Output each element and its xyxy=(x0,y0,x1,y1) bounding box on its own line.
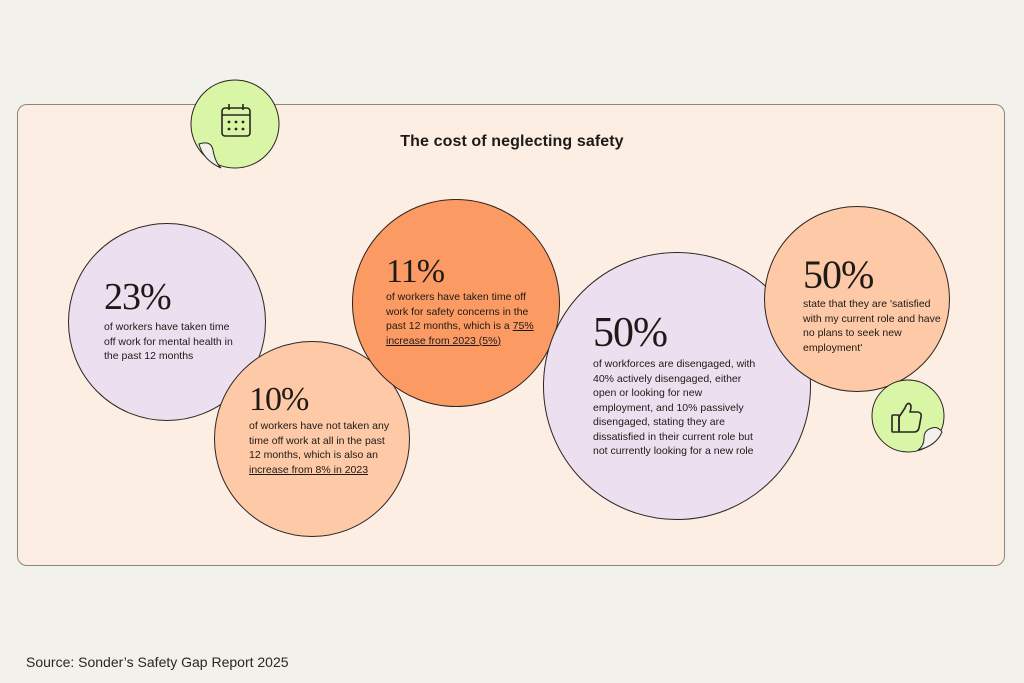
stat-value: 23% xyxy=(104,276,172,318)
stat-link[interactable]: 75% increase from 2023 (5%) xyxy=(386,320,534,347)
thumbs-up-icon xyxy=(871,379,945,453)
stat-value: 10% xyxy=(249,381,309,418)
stat-circle-11 xyxy=(352,199,560,407)
stat-value: 50% xyxy=(593,310,668,356)
stat-description: of workers have taken time off work for … xyxy=(386,291,534,347)
stat-circle-10 xyxy=(214,341,410,537)
stat-value: 11% xyxy=(386,253,445,290)
stat-description: of workers have not taken any time off w… xyxy=(249,420,390,476)
stat-circle-50-satisfied xyxy=(764,206,950,392)
stat-description: of workforces are disengaged, with 40% a… xyxy=(593,358,756,457)
stat-link[interactable]: increase from 8% in 2023 xyxy=(249,463,369,476)
stat-description: of workers have taken time off work for … xyxy=(104,321,233,362)
stat-value: 50% xyxy=(803,252,874,297)
calendar-icon xyxy=(190,79,280,169)
source-note: Source: Sonder’s Safety Gap Report 2025 xyxy=(26,654,289,670)
infographic-title: The cost of neglecting safety xyxy=(400,133,624,150)
stat-description: state that they are 'satisfied with my c… xyxy=(803,298,941,354)
